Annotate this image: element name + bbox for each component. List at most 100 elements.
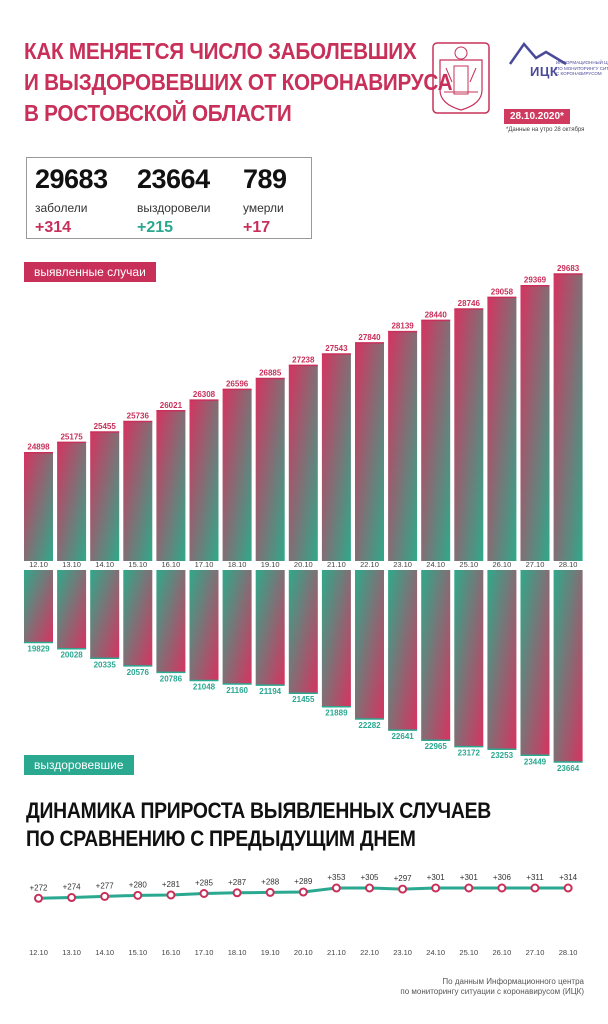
increase-value-label: +280 — [129, 880, 148, 889]
stat-cases-value: 29683 — [35, 164, 108, 194]
increase-point — [100, 891, 110, 901]
recovered-value-label: 20576 — [127, 668, 150, 677]
line-date-tick-label: 12.10 — [29, 948, 48, 957]
recovered-value-label: 21455 — [292, 695, 315, 704]
cases-bar — [222, 389, 252, 561]
date-tick-label: 16.10 — [162, 560, 181, 569]
cases-value-label: 28746 — [458, 299, 481, 308]
line-date-tick-label: 15.10 — [128, 948, 147, 957]
cases-bar — [355, 342, 384, 561]
date-tick-label: 15.10 — [128, 560, 147, 569]
recovered-pill: выздоровевшие — [24, 755, 134, 775]
line-date-tick-label: 28.10 — [559, 948, 578, 957]
source-line-1: По данным Информационного центра — [442, 977, 584, 986]
stat-deaths-value: 789 — [243, 164, 287, 194]
stat-deaths-delta: +17 — [243, 219, 271, 236]
recovered-bar — [355, 570, 384, 719]
increase-value-label: +305 — [360, 873, 379, 882]
cases-bar — [388, 331, 418, 561]
increase-value-label: +289 — [294, 877, 313, 886]
date-tick-label: 26.10 — [493, 560, 512, 569]
increase-value-label: +287 — [228, 878, 247, 887]
cases-bar — [454, 309, 484, 561]
line-date-tick-label: 26.10 — [493, 948, 512, 957]
line-date-tick-label: 22.10 — [360, 948, 379, 957]
increase-value-label: +274 — [63, 883, 82, 892]
date-tick-label: 27.10 — [526, 560, 545, 569]
recovered-bar — [487, 570, 517, 750]
cases-value-label: 29058 — [491, 287, 514, 296]
logo-subtitle: ИНФОРМАЦИОННЫЙ ЦЕНТР ПО МОНИТОРИНГУ СИТУ… — [556, 60, 608, 76]
recovered-value-label: 19829 — [27, 645, 50, 654]
cases-bar — [156, 410, 186, 561]
cases-value-label: 26596 — [226, 379, 249, 388]
increase-point — [298, 887, 308, 897]
stat-deaths-label: умерли — [243, 201, 284, 215]
title-line-2: И ВЫЗДОРОВЕВШИХ ОТ КОРОНАВИРУСА — [24, 69, 453, 95]
increase-value-label: +288 — [261, 877, 280, 886]
cases-value-label: 24898 — [27, 443, 50, 452]
date-tick-label: 18.10 — [228, 560, 247, 569]
date-tick-label: 12.10 — [29, 560, 48, 569]
recovered-value-label: 20335 — [94, 660, 117, 669]
cases-value-label: 25736 — [127, 411, 150, 420]
stat-cases: 29683 заболели +314 — [35, 164, 108, 237]
increase-point — [431, 883, 441, 893]
cases-recovered-bar-chart: 24898 12.10 19829 25175 13.10 20028 25455 14.10… — [24, 264, 583, 773]
line-date-tick-label: 23.10 — [393, 948, 412, 957]
increase-point — [166, 890, 176, 900]
cases-value-label: 26885 — [259, 369, 282, 378]
dynamics-title: ДИНАМИКА ПРИРОСТА ВЫЯВЛЕННЫХ СЛУЧАЕВ ПО … — [26, 797, 491, 853]
recovered-value-label: 23253 — [491, 751, 514, 760]
source-line-2: по мониторингу ситуации с коронавирусом … — [400, 987, 584, 996]
increase-point — [232, 888, 242, 898]
increase-value-label: +285 — [195, 879, 214, 888]
increase-value-label: +353 — [327, 873, 346, 882]
increase-value-label: +311 — [526, 873, 544, 882]
date-tick-label: 19.10 — [261, 560, 280, 569]
recovered-bar — [321, 570, 351, 707]
cases-value-label: 29683 — [557, 264, 580, 273]
cases-bar — [90, 431, 120, 561]
daily-increase-line-chart: +272 12.10 +274 13.10 +277 14.10 +280 15.10 +281… — [29, 873, 578, 957]
line-date-tick-label: 14.10 — [95, 948, 114, 957]
date-badge: 28.10.2020* — [504, 109, 570, 124]
increase-value-label: +306 — [493, 873, 512, 882]
coat-of-arms-icon — [432, 42, 490, 114]
cases-value-label: 28139 — [391, 322, 414, 331]
cases-bar — [255, 378, 285, 561]
cases-value-label: 29369 — [524, 276, 547, 285]
cases-bar — [57, 442, 87, 561]
increase-point — [464, 883, 474, 893]
date-tick-label: 28.10 — [559, 560, 578, 569]
increase-value-label: +301 — [460, 873, 479, 882]
increase-point — [34, 893, 43, 903]
recovered-bar — [24, 570, 53, 643]
recovered-bar — [156, 570, 186, 673]
cases-value-label: 25175 — [60, 432, 83, 441]
recovered-bar — [222, 570, 252, 685]
increase-point — [331, 883, 341, 893]
increase-point — [265, 887, 275, 897]
line-date-tick-label: 24.10 — [426, 948, 445, 957]
logo-text: ИЦК — [530, 64, 559, 79]
cases-value-label: 25455 — [94, 422, 117, 431]
recovered-value-label: 23664 — [557, 764, 580, 773]
recovered-value-label: 22641 — [391, 732, 414, 741]
cases-value-label: 27238 — [292, 355, 315, 364]
line-date-tick-label: 19.10 — [261, 948, 280, 957]
date-tick-label: 24.10 — [426, 560, 445, 569]
cases-bar — [487, 297, 517, 561]
recovered-value-label: 23449 — [524, 757, 547, 766]
cases-bar — [288, 365, 318, 561]
date-tick-label: 17.10 — [195, 560, 214, 569]
increase-point — [563, 883, 573, 893]
stat-recovered: 23664 выздоровели +215 — [137, 164, 210, 237]
dynamics-title-line-1: ДИНАМИКА ПРИРОСТА ВЫЯВЛЕННЫХ СЛУЧАЕВ — [26, 798, 491, 823]
recovered-bar — [553, 570, 583, 762]
recovered-bar — [90, 570, 120, 659]
source-note: По данным Информационного центра по мони… — [284, 977, 584, 997]
line-date-tick-label: 13.10 — [62, 948, 81, 957]
date-tick-label: 23.10 — [393, 560, 412, 569]
cases-bar — [24, 452, 53, 561]
